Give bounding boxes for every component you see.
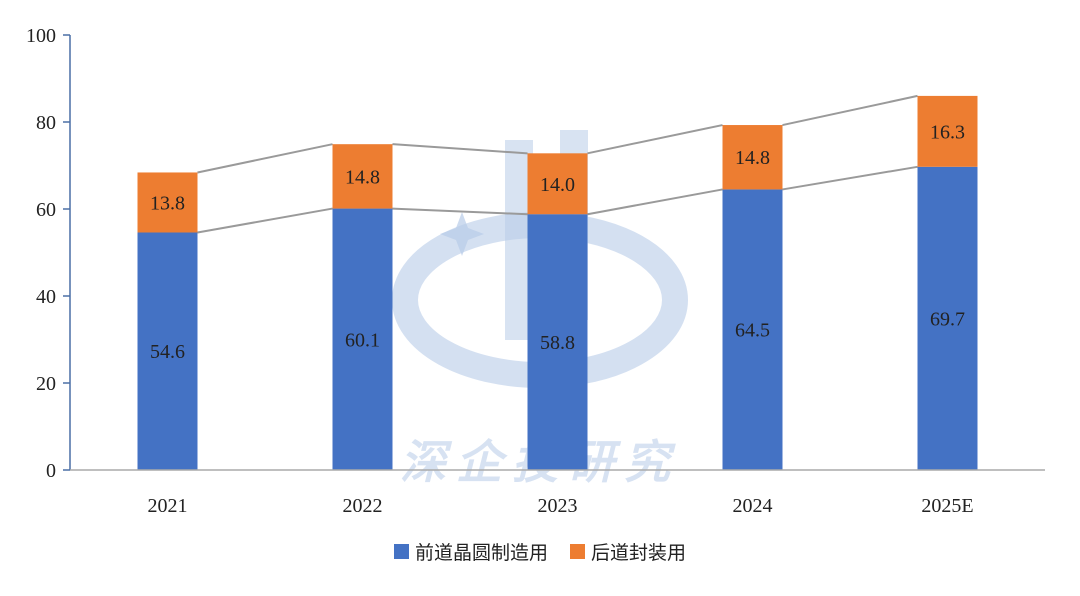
data-label-2022-s1: 14.8 — [345, 166, 380, 188]
legend-label-back: 后道封装用 — [591, 542, 687, 564]
bar-2025E-s1 — [917, 95, 978, 167]
x-tick-label-2022: 2022 — [343, 495, 383, 517]
bar-2024-s0 — [722, 189, 783, 471]
data-label-2024-s0: 64.5 — [735, 320, 770, 342]
watermark-star — [440, 212, 484, 256]
data-label-2025E-s1: 16.3 — [930, 121, 965, 143]
data-label-2023-s1: 14.0 — [540, 174, 575, 196]
axes: 0 20 40 60 80 100 2021 2022 2023 2024 2025E — [26, 25, 1045, 517]
data-label-2025E-s0: 69.7 — [930, 308, 965, 330]
legend: 前道晶圆制造用 后道封装用 — [0, 538, 1080, 565]
x-tick-label-2021: 2021 — [148, 495, 188, 517]
bar-2025E-s0 — [917, 166, 978, 470]
bar-2022-s1 — [332, 144, 393, 209]
bar-2023-s1 — [527, 153, 588, 215]
bar-2024-s1 — [722, 125, 783, 190]
legend-swatch-front — [393, 544, 409, 559]
data-labels: 54.6 13.8 60.1 14.8 58.8 14.0 64.5 14.8 69.7 16.3 — [150, 121, 965, 363]
y-tick-label-0: 0 — [46, 460, 56, 482]
data-label-2021-s0: 54.6 — [150, 341, 185, 363]
connector-s1-0 — [197, 143, 333, 174]
connector-s1-1 — [392, 143, 528, 155]
data-label-2024-s1: 14.8 — [735, 147, 770, 169]
y-tick-label-80: 80 — [36, 112, 56, 134]
y-tick-label-40: 40 — [36, 286, 56, 308]
series-connector-lines — [197, 94, 918, 234]
x-tick-label-2025E: 2025E — [921, 495, 973, 517]
legend-label-front: 前道晶圆制造用 — [414, 542, 548, 564]
connector-s1-3 — [782, 94, 918, 127]
bar-2021-s0 — [137, 232, 198, 470]
y-tick-label-60: 60 — [36, 199, 56, 221]
connector-s0-2 — [587, 188, 723, 216]
connector-s0-0 — [197, 207, 333, 234]
bar-2023-s0 — [527, 214, 588, 470]
x-tick-label-2024: 2024 — [733, 495, 773, 517]
connector-s0-3 — [782, 165, 918, 191]
bars — [137, 95, 978, 471]
connector-s1-2 — [587, 124, 723, 155]
connector-s0-1 — [392, 207, 528, 216]
y-tick-label-20: 20 — [36, 373, 56, 395]
legend-swatch-back — [570, 544, 585, 559]
bar-2021-s1 — [137, 172, 198, 233]
x-tick-label-2023: 2023 — [538, 495, 578, 517]
legend-item-front: 前道晶圆制造用 — [393, 538, 548, 565]
legend-item-back: 后道封装用 — [570, 538, 686, 565]
data-label-2022-s0: 60.1 — [345, 329, 380, 351]
data-label-2023-s0: 58.8 — [540, 332, 575, 354]
data-label-2021-s1: 13.8 — [150, 192, 185, 214]
bar-2022-s0 — [332, 208, 393, 470]
y-tick-label-100: 100 — [26, 25, 56, 47]
